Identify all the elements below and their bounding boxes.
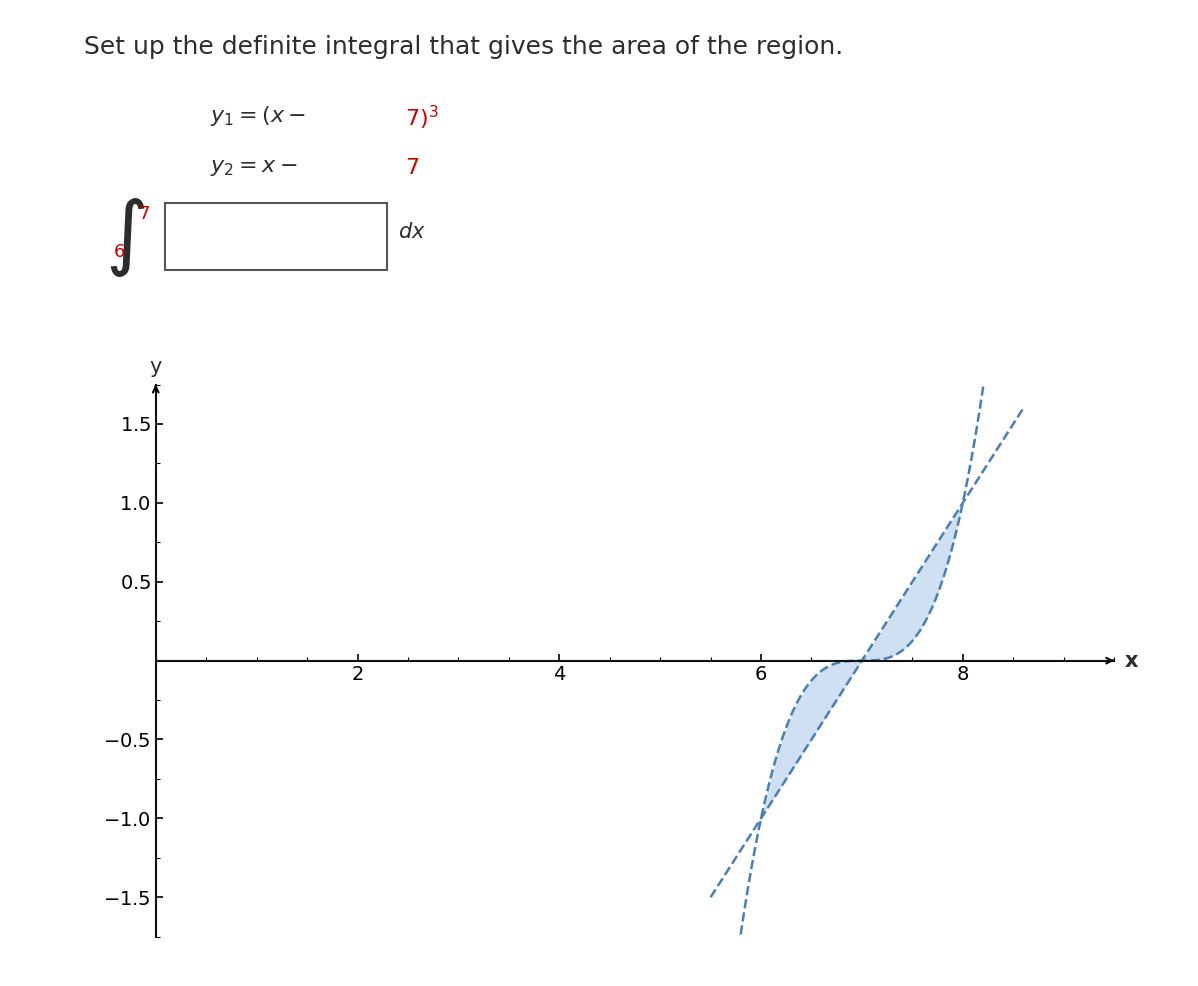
Text: y: y [150,357,162,377]
Text: $\int$: $\int$ [105,197,146,279]
Text: x: x [1124,651,1138,670]
Text: $7$: $7$ [138,205,150,223]
Text: $6$: $6$ [113,243,125,260]
Text: $y_2 = x - $: $y_2 = x - $ [210,158,297,177]
Text: $y_1 = (x - $: $y_1 = (x - $ [210,104,305,127]
Text: $7$: $7$ [405,158,419,177]
Text: $7)^3$: $7)^3$ [405,104,438,132]
Text: Set up the definite integral that gives the area of the region.: Set up the definite integral that gives … [84,35,843,58]
Text: $dx$: $dx$ [398,222,425,242]
